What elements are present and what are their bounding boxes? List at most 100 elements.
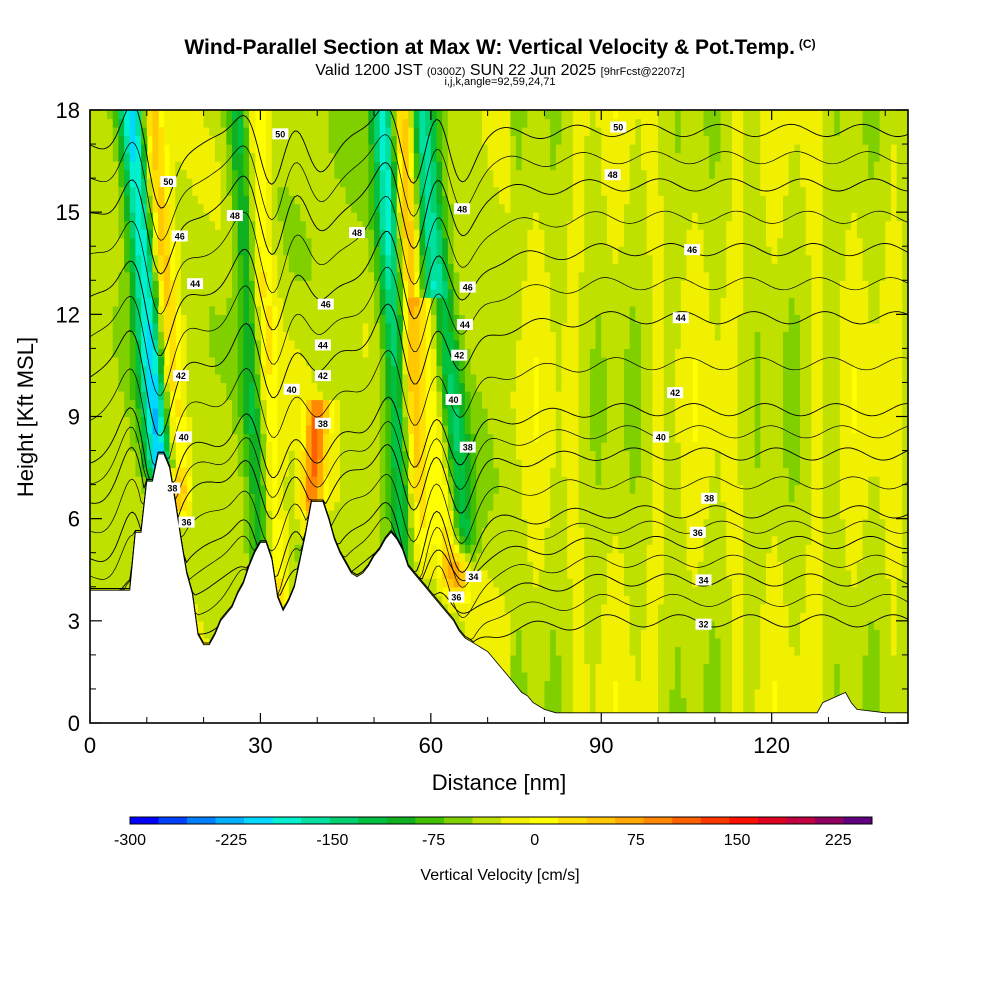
field-cell [294, 484, 301, 494]
field-cell [368, 544, 375, 554]
field-cell [90, 510, 97, 520]
field-cell [470, 263, 477, 273]
field-cell [481, 118, 489, 128]
field-cell [203, 314, 210, 324]
field-cell [294, 493, 301, 503]
field-cell [112, 459, 120, 469]
field-cell [146, 314, 154, 324]
field-cell [158, 135, 165, 145]
field-cell [379, 450, 386, 460]
field-cell [249, 135, 256, 145]
field-cell [237, 578, 244, 588]
field-cell [95, 356, 102, 367]
field-cell [368, 399, 375, 409]
field-cell [334, 169, 341, 179]
field-cell [419, 501, 426, 511]
field-cell [129, 305, 137, 315]
field-cell [288, 373, 296, 384]
field-cell [334, 339, 341, 349]
field-cell [305, 144, 313, 154]
field-cell [413, 229, 421, 239]
field-cell [436, 110, 443, 120]
field-cell [464, 425, 472, 435]
field-cell [101, 382, 108, 392]
field-cell [90, 178, 97, 188]
field-cell [481, 339, 489, 349]
field-cell [135, 339, 142, 349]
field-cell [101, 365, 108, 375]
field-cell [481, 595, 489, 605]
field-cell [254, 510, 262, 520]
field-cell [197, 331, 205, 341]
field-cell [186, 373, 193, 384]
field-cell [197, 135, 205, 145]
field-cell [169, 331, 176, 341]
field-cell [209, 186, 216, 196]
field-cell [487, 356, 494, 367]
field-cell [254, 416, 262, 426]
field-cell [300, 348, 307, 358]
field-cell [311, 229, 318, 239]
field-cell [220, 416, 227, 426]
field-cell [345, 339, 352, 349]
field-cell [283, 220, 290, 230]
field-cell [169, 186, 176, 196]
field-cell [442, 603, 449, 613]
field-cell [419, 561, 426, 571]
field-cell [186, 152, 193, 162]
field-cell [169, 365, 176, 375]
field-cell [453, 212, 460, 222]
field-cell [249, 348, 256, 358]
field-cell [459, 314, 466, 324]
field-cell [453, 118, 460, 128]
field-cell [436, 237, 443, 247]
field-cell [158, 348, 165, 358]
field-cell [112, 569, 120, 579]
field-cell [345, 476, 352, 486]
field-cell [459, 569, 466, 579]
field-cell [470, 339, 477, 349]
field-cell [368, 467, 375, 477]
field-cell [271, 297, 279, 307]
field-cell [237, 399, 244, 409]
field-cell [90, 450, 97, 460]
field-cell [101, 552, 108, 562]
field-cell [362, 476, 369, 486]
field-cell [203, 518, 210, 528]
field-cell [146, 297, 154, 307]
field-cell [192, 110, 199, 120]
field-cell [249, 510, 256, 520]
field-cell [243, 322, 250, 332]
field-cell [436, 348, 443, 358]
field-cell [391, 152, 398, 162]
field-cell [135, 459, 142, 469]
field-cell [203, 442, 210, 452]
field-cell [220, 407, 227, 418]
field-cell [322, 433, 330, 443]
field-cell [192, 220, 199, 230]
field-cell [158, 356, 165, 367]
field-cell [249, 169, 256, 179]
field-cell [90, 297, 97, 307]
field-cell [459, 407, 466, 418]
field-cell [339, 271, 347, 281]
field-cell [112, 220, 120, 230]
field-cell [442, 467, 449, 477]
field-cell [90, 212, 97, 222]
field-cell [294, 246, 301, 256]
field-cell [186, 552, 193, 562]
field-cell [180, 390, 188, 401]
field-cell [175, 144, 182, 154]
field-cell [163, 314, 171, 324]
field-cell [459, 373, 466, 384]
field-cell [220, 356, 227, 367]
field-cell [464, 246, 472, 256]
field-cell [499, 433, 506, 443]
field-cell [237, 407, 244, 418]
field-cell [499, 118, 506, 128]
field-cell [294, 178, 301, 188]
field-cell [499, 518, 506, 528]
field-cell [311, 467, 318, 477]
field-cell [374, 459, 381, 469]
field-cell [220, 527, 227, 537]
